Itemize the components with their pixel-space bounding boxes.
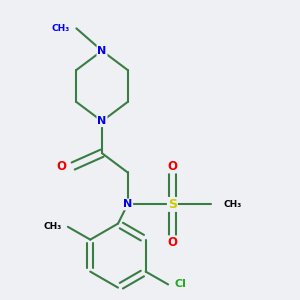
Text: Cl: Cl <box>175 279 186 290</box>
Text: O: O <box>167 236 177 249</box>
Text: N: N <box>123 200 132 209</box>
Text: S: S <box>168 198 177 211</box>
Text: N: N <box>98 46 106 56</box>
Text: N: N <box>98 116 106 126</box>
Text: O: O <box>57 160 67 172</box>
Text: O: O <box>167 160 177 172</box>
Text: CH₃: CH₃ <box>224 200 242 209</box>
Text: CH₃: CH₃ <box>43 222 62 231</box>
Text: CH₃: CH₃ <box>52 24 70 33</box>
